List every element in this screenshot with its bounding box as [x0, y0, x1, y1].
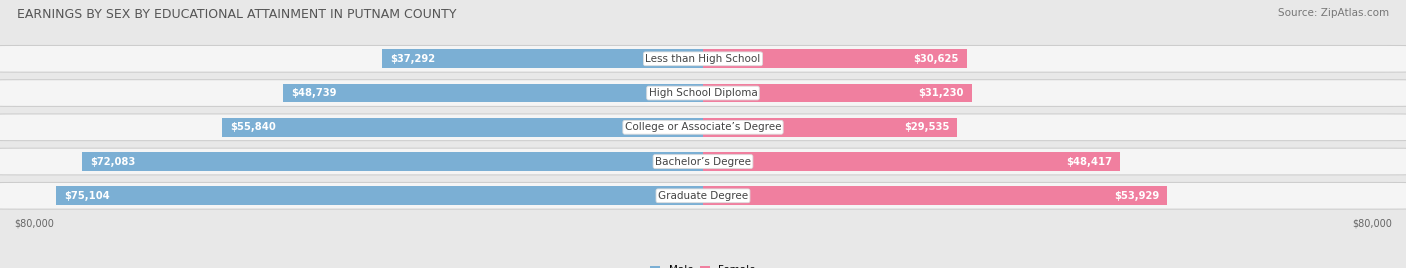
Bar: [283, 84, 703, 102]
Bar: [703, 186, 1167, 205]
Text: Bachelor’s Degree: Bachelor’s Degree: [655, 157, 751, 166]
Text: $48,417: $48,417: [1066, 157, 1112, 166]
Text: $80,000: $80,000: [14, 219, 53, 229]
FancyBboxPatch shape: [0, 114, 1406, 140]
Bar: [703, 118, 957, 137]
Text: Less than High School: Less than High School: [645, 54, 761, 64]
FancyBboxPatch shape: [0, 46, 1406, 72]
Legend: Male, Female: Male, Female: [645, 261, 761, 268]
Text: $55,840: $55,840: [231, 122, 276, 132]
Bar: [703, 84, 972, 102]
FancyBboxPatch shape: [0, 148, 1406, 176]
Bar: [222, 118, 703, 137]
Text: $30,625: $30,625: [912, 54, 959, 64]
Text: $72,083: $72,083: [90, 157, 136, 166]
Text: EARNINGS BY SEX BY EDUCATIONAL ATTAINMENT IN PUTNAM COUNTY: EARNINGS BY SEX BY EDUCATIONAL ATTAINMEN…: [17, 8, 457, 21]
Text: College or Associate’s Degree: College or Associate’s Degree: [624, 122, 782, 132]
Text: Graduate Degree: Graduate Degree: [658, 191, 748, 201]
Bar: [382, 49, 703, 68]
Bar: [82, 152, 703, 171]
FancyBboxPatch shape: [0, 149, 1406, 174]
Text: $53,929: $53,929: [1114, 191, 1159, 201]
Text: $80,000: $80,000: [1353, 219, 1392, 229]
FancyBboxPatch shape: [0, 183, 1406, 209]
FancyBboxPatch shape: [0, 80, 1406, 106]
FancyBboxPatch shape: [0, 113, 1406, 141]
Text: $37,292: $37,292: [389, 54, 436, 64]
Text: $75,104: $75,104: [65, 191, 110, 201]
Text: Source: ZipAtlas.com: Source: ZipAtlas.com: [1278, 8, 1389, 18]
FancyBboxPatch shape: [0, 45, 1406, 73]
Bar: [703, 49, 967, 68]
Text: High School Diploma: High School Diploma: [648, 88, 758, 98]
Text: $31,230: $31,230: [918, 88, 963, 98]
Text: $48,739: $48,739: [291, 88, 337, 98]
Bar: [56, 186, 703, 205]
Bar: [703, 152, 1121, 171]
Text: $29,535: $29,535: [904, 122, 949, 132]
FancyBboxPatch shape: [0, 79, 1406, 107]
FancyBboxPatch shape: [0, 182, 1406, 210]
